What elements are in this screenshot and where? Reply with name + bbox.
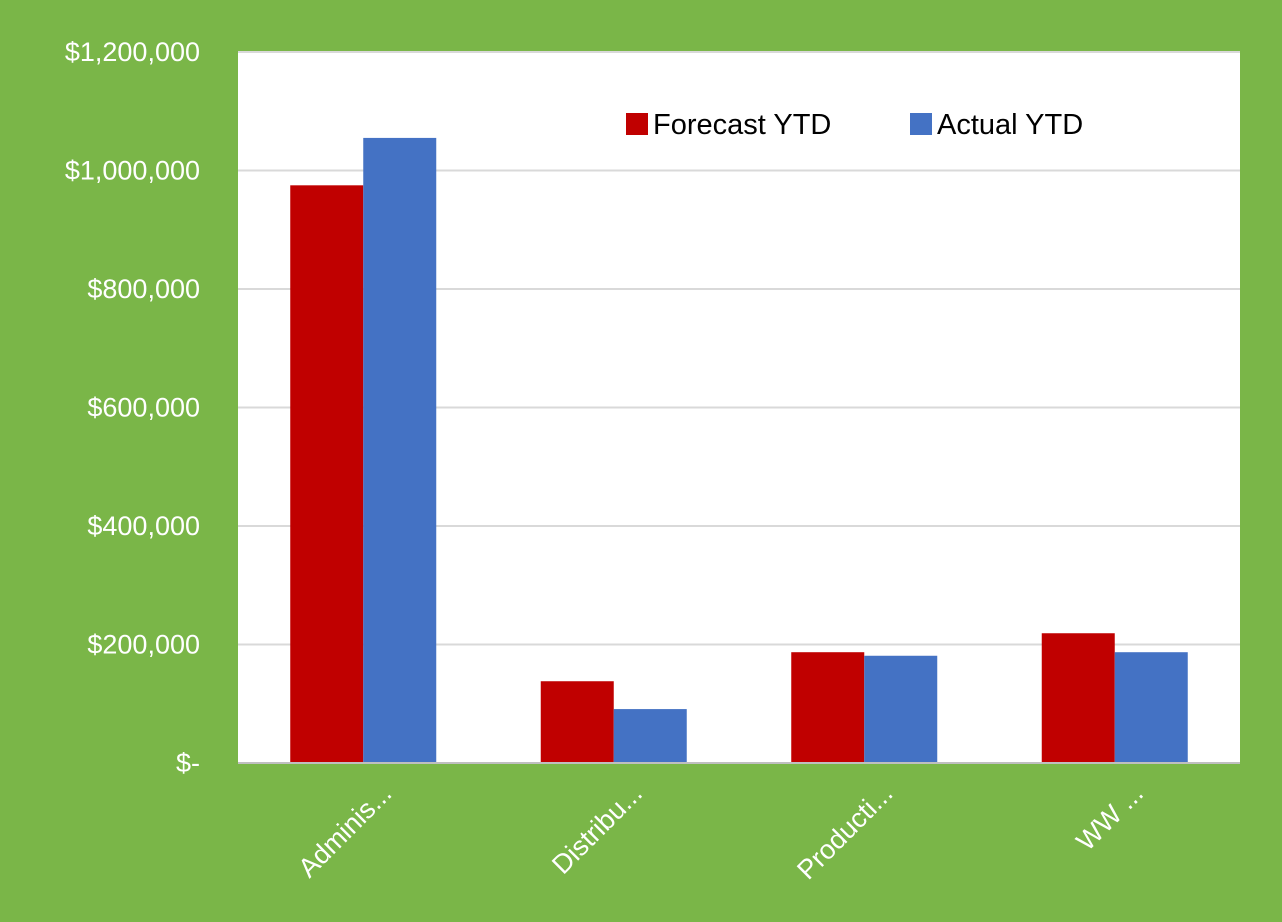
bar-forecast-2 (791, 652, 865, 763)
y-tick-label: $600,000 (87, 393, 200, 423)
bar-actual-2 (864, 655, 938, 763)
y-tick-label: $1,000,000 (65, 156, 200, 186)
legend: Forecast YTD Actual YTD (626, 109, 1083, 141)
legend-label: Actual YTD (937, 109, 1083, 141)
y-axis-tick-labels: $- $200,000 $400,000 $600,000 $800,000 $1,000… (65, 37, 200, 778)
bar-actual-3 (1114, 652, 1188, 763)
legend-label: Forecast YTD (653, 109, 831, 141)
bar-forecast-3 (1041, 633, 1115, 763)
y-tick-label: $200,000 (87, 630, 200, 660)
y-tick-label: $1,200,000 (65, 37, 200, 67)
legend-swatch (910, 113, 932, 135)
bar-actual-0 (363, 137, 437, 764)
bars (290, 137, 1188, 764)
y-tick-label: $400,000 (87, 511, 200, 541)
bar-actual-1 (613, 709, 687, 763)
y-tick-label: $800,000 (87, 274, 200, 304)
bar-forecast-0 (290, 185, 364, 763)
legend-swatch (626, 113, 648, 135)
bar-forecast-1 (540, 681, 614, 763)
y-tick-label: $- (176, 748, 200, 778)
